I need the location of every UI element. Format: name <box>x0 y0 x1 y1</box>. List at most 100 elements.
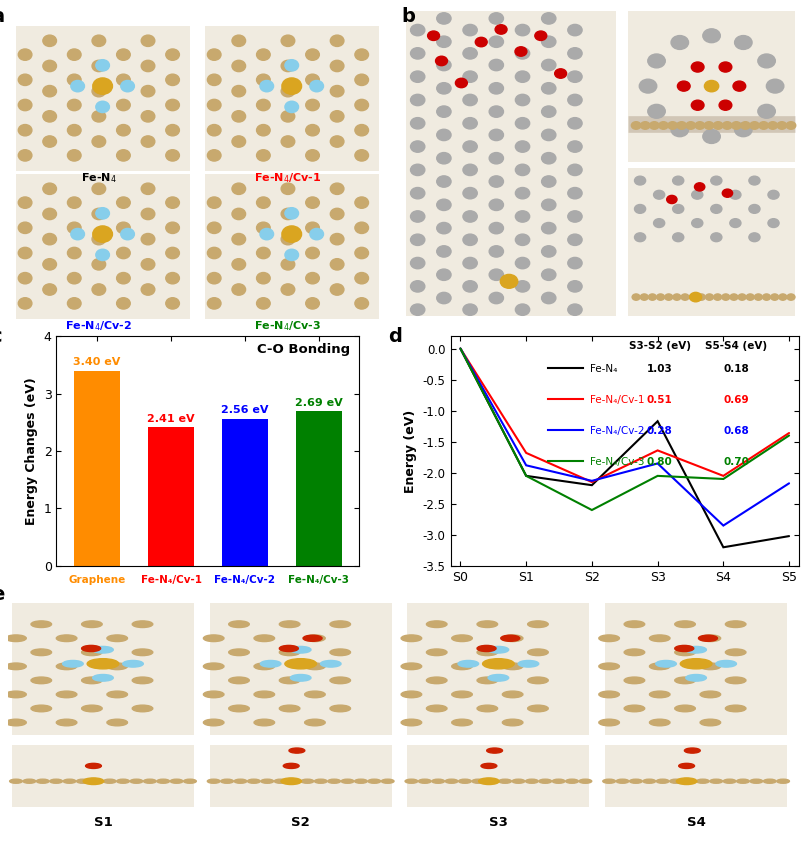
Circle shape <box>107 691 128 698</box>
Circle shape <box>541 152 556 164</box>
Text: S1: S1 <box>94 815 112 829</box>
Circle shape <box>541 293 556 304</box>
Circle shape <box>274 780 287 783</box>
Circle shape <box>31 621 52 627</box>
Text: d: d <box>388 327 402 346</box>
Circle shape <box>285 101 299 112</box>
Circle shape <box>254 691 274 698</box>
Circle shape <box>749 176 760 185</box>
Circle shape <box>330 284 344 295</box>
Circle shape <box>737 780 749 783</box>
Bar <box>222 419 268 566</box>
Circle shape <box>787 294 795 300</box>
Circle shape <box>6 719 27 726</box>
Circle shape <box>107 635 128 642</box>
Circle shape <box>141 208 155 220</box>
Circle shape <box>63 780 76 783</box>
Circle shape <box>355 298 369 309</box>
Circle shape <box>282 226 302 243</box>
Circle shape <box>289 748 305 753</box>
Circle shape <box>63 660 83 667</box>
Circle shape <box>568 234 582 245</box>
Circle shape <box>675 621 696 627</box>
Circle shape <box>488 675 508 681</box>
Circle shape <box>330 85 344 97</box>
Circle shape <box>648 105 665 118</box>
Circle shape <box>656 780 669 783</box>
Circle shape <box>330 35 344 47</box>
Text: 0.70: 0.70 <box>723 457 749 467</box>
Circle shape <box>541 60 556 71</box>
Circle shape <box>650 691 670 698</box>
Circle shape <box>107 663 128 670</box>
Circle shape <box>639 79 657 93</box>
Circle shape <box>232 259 245 270</box>
Circle shape <box>746 294 755 300</box>
Circle shape <box>463 141 477 152</box>
Circle shape <box>56 663 77 670</box>
Circle shape <box>568 141 582 152</box>
Circle shape <box>692 62 704 72</box>
Circle shape <box>257 222 270 233</box>
Circle shape <box>411 71 424 83</box>
Circle shape <box>437 293 451 304</box>
Circle shape <box>117 150 130 161</box>
Circle shape <box>705 294 713 300</box>
Circle shape <box>659 122 668 129</box>
Circle shape <box>207 49 221 60</box>
Circle shape <box>306 222 320 233</box>
Circle shape <box>475 37 487 47</box>
Circle shape <box>541 222 556 234</box>
Circle shape <box>489 293 504 304</box>
Circle shape <box>516 164 529 175</box>
Circle shape <box>68 74 81 85</box>
Circle shape <box>305 635 325 642</box>
Circle shape <box>722 189 733 197</box>
Circle shape <box>306 49 320 60</box>
Circle shape <box>690 293 701 302</box>
Circle shape <box>502 719 523 726</box>
Circle shape <box>23 780 36 783</box>
Circle shape <box>291 647 311 653</box>
Circle shape <box>667 122 677 129</box>
Circle shape <box>19 124 32 136</box>
Circle shape <box>56 719 77 726</box>
Circle shape <box>411 187 424 199</box>
Text: 3.40 eV: 3.40 eV <box>73 357 121 367</box>
Circle shape <box>305 691 325 698</box>
Circle shape <box>31 677 52 683</box>
Circle shape <box>725 705 746 711</box>
Bar <box>15 174 190 319</box>
Circle shape <box>700 663 721 670</box>
Circle shape <box>36 780 49 783</box>
Circle shape <box>640 294 648 300</box>
Circle shape <box>650 663 670 670</box>
Circle shape <box>257 298 270 309</box>
Circle shape <box>411 234 424 245</box>
Circle shape <box>19 298 32 309</box>
Bar <box>406 10 617 316</box>
Circle shape <box>6 635 27 642</box>
Circle shape <box>82 705 102 711</box>
Text: 1.03: 1.03 <box>646 363 672 374</box>
Circle shape <box>132 705 153 711</box>
Circle shape <box>170 780 183 783</box>
Circle shape <box>463 211 477 222</box>
Circle shape <box>68 248 81 259</box>
Circle shape <box>528 649 548 655</box>
Circle shape <box>455 78 467 88</box>
Circle shape <box>634 204 646 214</box>
Circle shape <box>103 780 116 783</box>
Circle shape <box>257 248 270 259</box>
Circle shape <box>92 136 106 147</box>
Circle shape <box>539 780 551 783</box>
Circle shape <box>43 183 56 194</box>
Circle shape <box>568 211 582 222</box>
Text: S5-S4 (eV): S5-S4 (eV) <box>705 340 767 351</box>
Circle shape <box>257 197 270 208</box>
Text: Fe-N₄/Cv-3: Fe-N₄/Cv-3 <box>288 575 349 585</box>
Circle shape <box>477 649 498 655</box>
Circle shape <box>700 719 721 726</box>
Circle shape <box>121 81 135 92</box>
Circle shape <box>673 233 684 242</box>
